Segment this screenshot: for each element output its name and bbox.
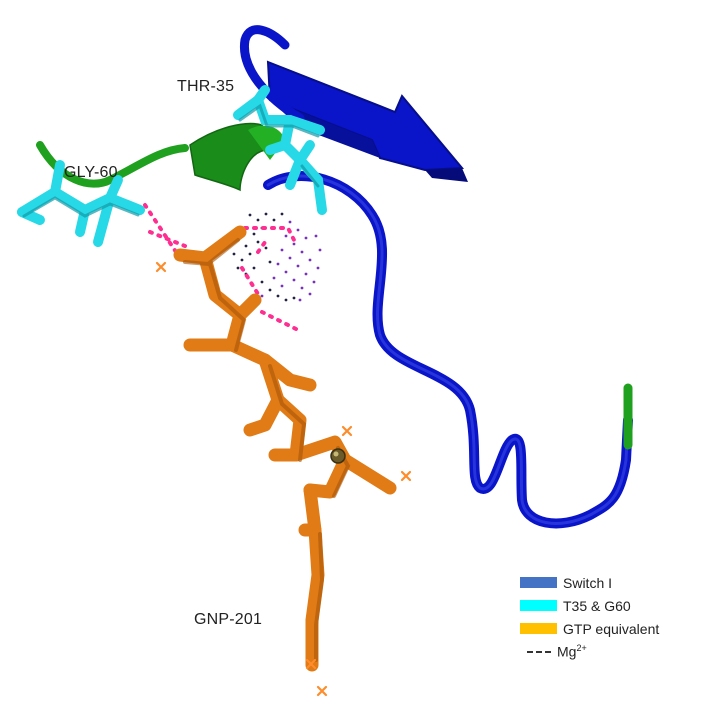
legend-item-t35-g60: T35 & G60 — [520, 594, 700, 617]
water-crosses — [155, 261, 412, 697]
legend-label-t35-g60: T35 & G60 — [563, 597, 631, 614]
switch-i-loop-top — [239, 25, 305, 123]
legend-item-gtp: GTP equivalent — [520, 617, 700, 640]
switch-i-coil — [263, 171, 633, 529]
legend-label-mg: Mg2+ — [557, 643, 587, 660]
legend-label-switch-i: Switch I — [563, 574, 613, 591]
thr-35-label: THR-35 — [177, 78, 235, 95]
mg-ion-sphere — [330, 448, 346, 464]
legend-item-mg: Mg2+ — [520, 640, 700, 663]
gly-60-sticks — [17, 160, 145, 247]
gnp-201-label: GNP-201 — [194, 611, 263, 628]
legend: Switch I T35 & G60 GTP equivalent Mg2+ — [520, 571, 700, 663]
gnp-201-sticks — [173, 225, 397, 672]
legend-label-gtp: GTP equivalent — [563, 620, 660, 637]
hydrogen-bonds — [143, 203, 300, 332]
legend-dash-mg — [527, 650, 551, 653]
mg-ion-dot-cloud — [232, 212, 322, 302]
switch-i-ribbon — [239, 25, 633, 529]
legend-item-switch-i: Switch I — [520, 571, 700, 594]
legend-swatch-t35-g60 — [520, 600, 557, 611]
legend-mg-text: Mg — [557, 643, 577, 660]
legend-mg-superscript: 2+ — [576, 643, 587, 654]
legend-swatch-gtp — [520, 623, 557, 634]
legend-swatch-switch-i — [520, 577, 557, 588]
gly-60-label: GLY-60 — [64, 164, 118, 181]
